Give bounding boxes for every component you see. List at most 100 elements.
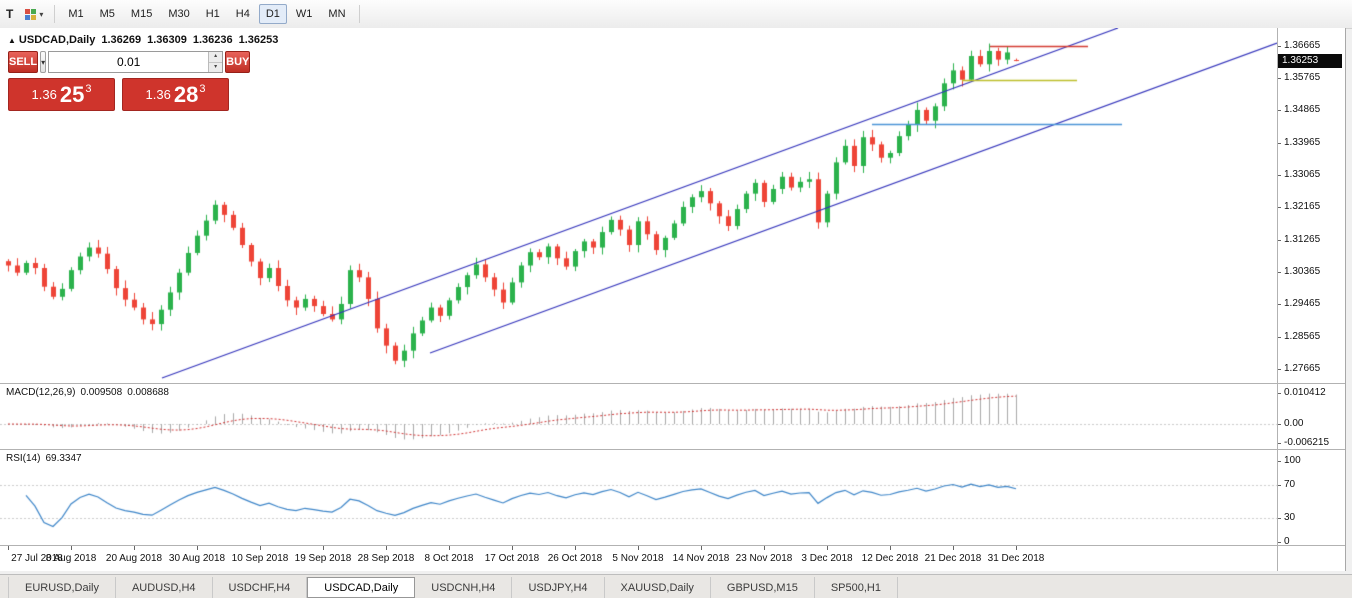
rsi-canvas[interactable] — [0, 450, 1277, 545]
macd-tick-tick — [1278, 443, 1281, 444]
tab-audusd-h4[interactable]: AUDUSD,H4 — [116, 577, 213, 598]
buy-price-display[interactable]: 1.36 28 3 — [122, 78, 229, 111]
rsi-tick-tick — [1278, 461, 1281, 462]
tab-xauusd-daily[interactable]: XAUUSD,Daily — [605, 577, 711, 598]
price-tick-tick — [1278, 78, 1281, 79]
date-label: 14 Nov 2018 — [672, 553, 730, 564]
price-tick-tick — [1278, 110, 1281, 111]
date-tick — [890, 546, 891, 550]
macd-value: 0.009508 — [80, 387, 123, 398]
date-label: 23 Nov 2018 — [735, 553, 793, 564]
pane-separator-macd-rsi[interactable] — [0, 449, 1345, 450]
rsi-tick: 30 — [1284, 512, 1296, 523]
price-axis: 1.36253 1.36665 1.35765 1.34865 1.33965 1.33… — [1278, 28, 1344, 571]
sell-price-main: 1.36 — [31, 87, 57, 102]
axis-separator — [1277, 28, 1278, 571]
chevron-down-icon: ▾ — [39, 9, 44, 19]
ohlc-open: 1.36269 — [101, 34, 142, 46]
pane-separator-main-macd[interactable] — [0, 383, 1345, 384]
date-tick — [638, 546, 639, 550]
price-tick: 1.34865 — [1284, 104, 1321, 115]
price-tick-tick — [1278, 337, 1281, 338]
objects-menu-button[interactable]: ▾ — [20, 3, 48, 25]
sell-price-pips: 25 — [59, 81, 85, 107]
macd-canvas[interactable] — [0, 384, 1277, 449]
tab-eurusd-daily[interactable]: EURUSD,Daily — [8, 577, 116, 598]
ohlc-close: 1.36253 — [238, 34, 279, 46]
timeframe-button-m5[interactable]: M5 — [99, 8, 115, 20]
price-tick-tick — [1278, 207, 1281, 208]
volume-spinner: ▴ ▾ — [208, 52, 223, 72]
timeframe-button-m30[interactable]: M30 — [168, 8, 190, 20]
price-tick: 1.33965 — [1284, 137, 1321, 148]
date-tick — [8, 546, 9, 550]
timeframe-button-mn[interactable]: MN — [328, 8, 346, 20]
date-tick — [197, 546, 198, 550]
sell-price-point: 3 — [85, 82, 92, 95]
date-label: 19 Sep 2018 — [294, 553, 352, 564]
tab-sp500-h1[interactable]: SP500,H1 — [815, 577, 898, 598]
price-tick: 1.29465 — [1284, 298, 1321, 309]
chart-tabs-bar: EURUSD,Daily AUDUSD,H4 USDCHF,H4 USDCAD,Dai… — [0, 574, 1352, 598]
price-tick-tick — [1278, 240, 1281, 241]
price-tick-tick — [1278, 272, 1281, 273]
date-label: 28 Sep 2018 — [357, 553, 415, 564]
rsi-tick-tick — [1278, 485, 1281, 486]
top-toolbar: T ▾ M1 M5 M15 M30 H1 H4 D1 W1 MN — [0, 0, 1352, 29]
toolbar-separator-2 — [358, 5, 360, 23]
price-tick-tick — [1278, 369, 1281, 370]
price-tick: 1.32165 — [1284, 201, 1321, 212]
timeframe-button-h4[interactable]: H4 — [235, 8, 250, 20]
current-price-badge: 1.36253 — [1278, 54, 1342, 68]
volume-dropdown-button[interactable]: ▾ — [40, 51, 47, 73]
date-tick — [134, 546, 135, 550]
one-click-trading-panel: SELL ▾ ▴ ▾ BUY 1.36 25 3 1.3 — [8, 51, 251, 111]
volume-input[interactable] — [49, 52, 209, 72]
chart-window: ▲ USDCAD,Daily 1.36269 1.36309 1.36236 1.3625… — [0, 28, 1346, 571]
timeframe-button-h1[interactable]: H1 — [205, 8, 220, 20]
date-label: 30 Aug 2018 — [168, 553, 226, 564]
price-tick: 1.35765 — [1284, 72, 1321, 83]
tab-usdcad-daily[interactable]: USDCAD,Daily — [307, 577, 416, 598]
date-tick — [449, 546, 450, 550]
macd-tick-tick — [1278, 393, 1281, 394]
date-label: 27 Jul 2018 — [11, 553, 63, 564]
date-axis: 27 Jul 2018 8 Aug 2018 20 Aug 2018 30 Aug 2… — [0, 546, 1277, 571]
volume-up-button[interactable]: ▴ — [209, 52, 223, 63]
timeframe-button-d1[interactable]: D1 — [258, 4, 287, 24]
volume-down-button[interactable]: ▾ — [209, 62, 223, 72]
rsi-label: RSI(14) — [6, 453, 41, 464]
chart-objects-icon — [25, 8, 37, 20]
price-tick-tick — [1278, 143, 1281, 144]
text-tool-button[interactable]: T — [6, 7, 14, 21]
tab-usdcnh-h4[interactable]: USDCNH,H4 — [415, 577, 513, 598]
date-tick — [1016, 546, 1017, 550]
price-tick-tick — [1278, 46, 1281, 47]
timeframe-buttons: M1 M5 M15 M30 H1 H4 D1 W1 MN — [60, 4, 353, 24]
buy-price-pips: 28 — [173, 81, 199, 107]
pane-separator-dates — [0, 545, 1345, 546]
date-label: 8 Aug 2018 — [45, 553, 97, 564]
timeframe-button-m15[interactable]: M15 — [130, 8, 153, 20]
buy-button[interactable]: BUY — [225, 51, 251, 73]
date-label: 3 Dec 2018 — [801, 553, 853, 564]
tab-gbpusd-m15[interactable]: GBPUSD,M15 — [711, 577, 815, 598]
toolbar-separator — [54, 5, 56, 23]
macd-label-row: MACD(12,26,9) 0.009508 0.008688 — [6, 387, 169, 398]
rsi-tick-tick — [1278, 542, 1281, 543]
price-tick: 1.33065 — [1284, 169, 1321, 180]
date-label: 17 Oct 2018 — [484, 553, 540, 564]
sell-button[interactable]: SELL — [8, 51, 39, 73]
macd-label: MACD(12,26,9) — [6, 387, 76, 398]
tab-usdchf-h4[interactable]: USDCHF,H4 — [213, 577, 308, 598]
timeframe-button-m1[interactable]: M1 — [68, 8, 84, 20]
price-tick-tick — [1278, 175, 1281, 176]
tab-usdjpy-h4[interactable]: USDJPY,H4 — [512, 577, 605, 598]
chevron-down-icon: ▾ — [41, 57, 46, 67]
sell-price-display[interactable]: 1.36 25 3 — [8, 78, 115, 111]
rsi-tick: 70 — [1284, 479, 1296, 490]
timeframe-button-w1[interactable]: W1 — [295, 8, 313, 20]
symbol-arrow-icon: ▲ — [8, 36, 16, 45]
date-tick — [701, 546, 702, 550]
